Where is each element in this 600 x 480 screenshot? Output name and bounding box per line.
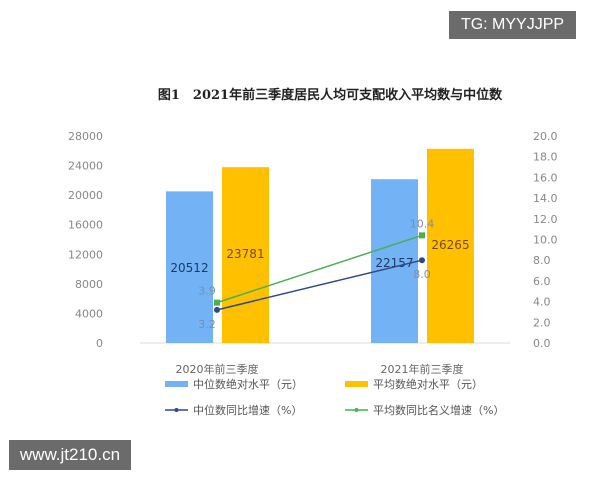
watermark-bottom: www.jt210.cn	[9, 440, 131, 470]
y-right-tick: 2.0	[533, 316, 551, 329]
y-right-tick: 4.0	[533, 296, 551, 309]
bar	[166, 191, 213, 343]
y-left-tick: 4000	[75, 307, 103, 320]
legend-label: 中位数绝对水平（元）	[193, 377, 303, 391]
y-left-tick: 8000	[75, 278, 103, 291]
y-right-tick: 20.0	[533, 130, 558, 143]
line-point	[419, 232, 425, 239]
line-point	[214, 306, 220, 313]
y-right-tick: 12.0	[533, 213, 558, 226]
y-right-tick: 14.0	[533, 192, 558, 205]
x-tick: 2020年前三季度	[176, 362, 259, 376]
bar-label: 20512	[170, 261, 208, 275]
y-right-tick: 6.0	[533, 275, 551, 288]
y-left-tick: 12000	[68, 248, 103, 261]
y-left-tick: 0	[96, 337, 103, 350]
series-line	[216, 259, 423, 311]
chart-title: 图1 2021年前三季度居民人均可支配收入平均数与中位数	[158, 87, 503, 103]
y-right-tick: 0.0	[533, 337, 551, 350]
legend-swatch	[345, 381, 368, 387]
bar	[427, 148, 474, 343]
bar-label: 22157	[375, 256, 413, 270]
y-left-tick: 28000	[68, 130, 103, 143]
bar	[371, 179, 418, 343]
bar-label: 26265	[431, 238, 469, 252]
x-tick: 2021年前三季度	[381, 362, 464, 376]
legend-label: 平均数绝对水平（元）	[373, 377, 483, 391]
legend-marker	[354, 408, 359, 412]
watermark-top: TG: MYYJJPP	[449, 11, 576, 39]
legend-swatch	[165, 381, 188, 387]
line-label: 10.4	[410, 217, 435, 230]
series-line	[216, 234, 423, 304]
legend-label: 中位数同比增速（%）	[193, 403, 302, 417]
y-left-tick: 20000	[68, 189, 103, 202]
y-left-tick: 16000	[68, 219, 103, 232]
line-point	[419, 257, 425, 264]
line-label: 8.0	[413, 268, 431, 281]
line-label: 3.2	[198, 318, 216, 331]
y-right-tick: 18.0	[533, 151, 558, 164]
bar-label: 23781	[226, 247, 264, 261]
y-left-tick: 24000	[68, 160, 103, 173]
line-point	[214, 299, 220, 306]
y-right-tick: 10.0	[533, 234, 558, 247]
bar	[222, 167, 269, 343]
line-label: 3.9	[198, 285, 216, 298]
y-right-tick: 8.0	[533, 254, 551, 267]
y-right-tick: 16.0	[533, 171, 558, 184]
legend-label: 平均数同比名义增速（%）	[373, 403, 504, 417]
legend-marker	[174, 408, 179, 412]
